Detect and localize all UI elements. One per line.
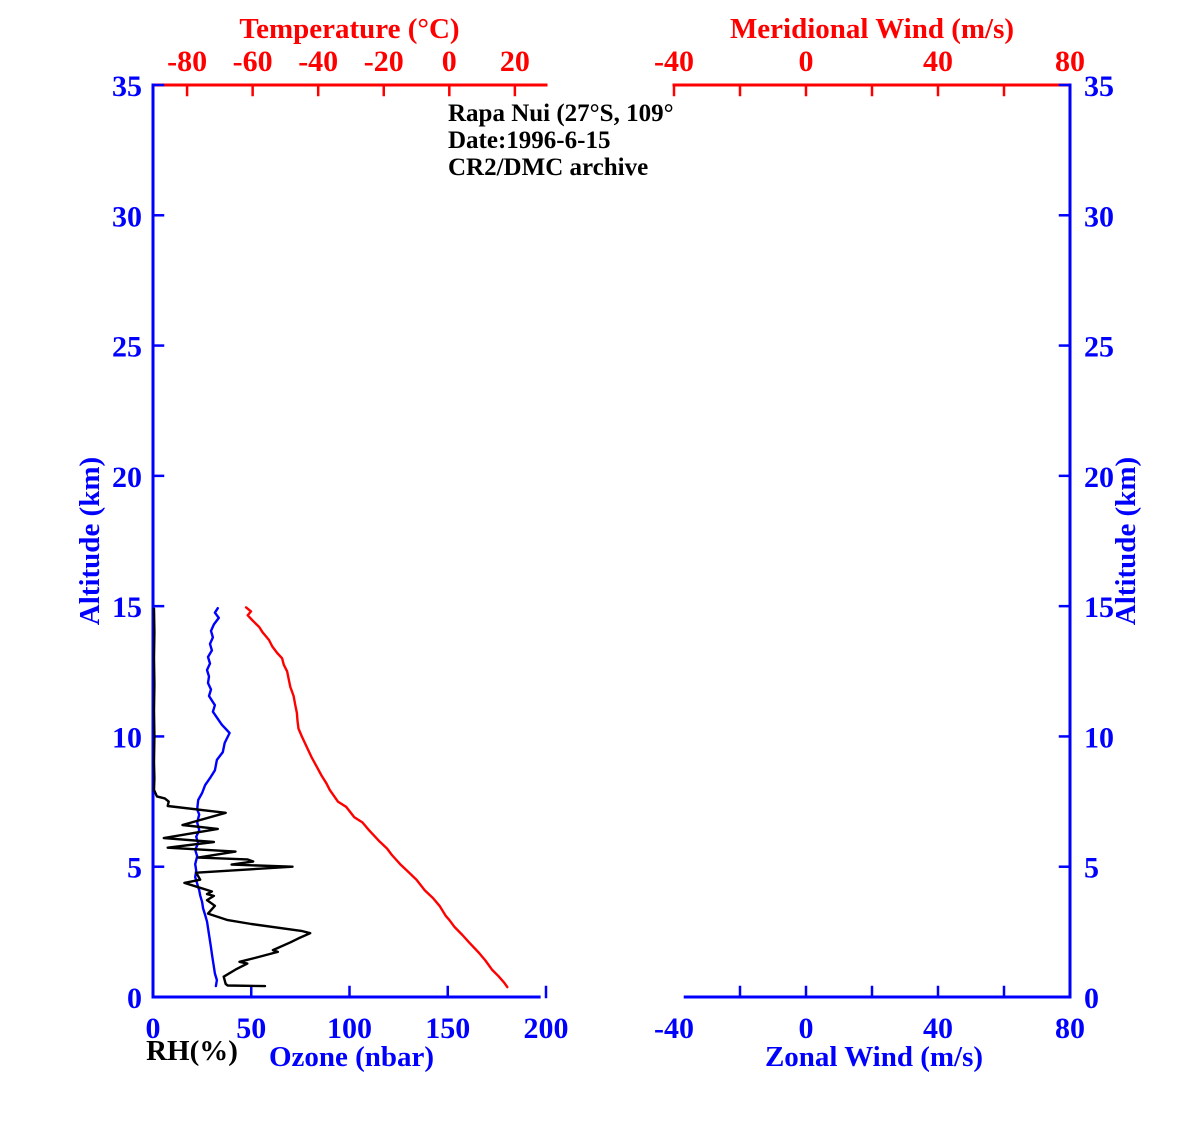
station-name: Rapa Nui (27°S, 109°	[448, 100, 674, 127]
tick-label: 150	[425, 1012, 470, 1045]
tick-label: -40	[654, 1012, 694, 1045]
left-altitude-axis-title: Altitude (km)	[74, 457, 106, 625]
left-top-axis-title: Temperature (°C)	[239, 13, 459, 45]
tick-label: 10	[112, 721, 142, 754]
tick-label: -80	[167, 45, 207, 78]
tick-label: 35	[112, 70, 142, 103]
tick-label: 15	[112, 591, 142, 624]
tick-label: 0	[1084, 982, 1099, 1015]
tick-label: -40	[654, 45, 694, 78]
tick-label: 5	[1084, 852, 1099, 885]
left-bottom-axis-title: Ozone (nbar)	[269, 1041, 434, 1073]
tick-label: 5	[127, 852, 142, 885]
tick-label: 20	[500, 45, 530, 78]
tick-label: 0	[442, 45, 457, 78]
tick-label: 40	[923, 1012, 953, 1045]
archive-source: CR2/DMC archive	[448, 154, 649, 181]
tick-label: -20	[364, 45, 404, 78]
tick-label: -40	[298, 45, 338, 78]
tick-label: 20	[112, 461, 142, 494]
tick-label: 30	[112, 200, 142, 233]
ozone-curve	[193, 607, 231, 988]
tick-label: 50	[236, 1012, 266, 1045]
tick-label: 100	[327, 1012, 372, 1045]
tick-label: 0	[799, 1012, 814, 1045]
tick-label: 200	[524, 1012, 569, 1045]
tick-label: 80	[1055, 45, 1085, 78]
tick-label: 35	[1084, 70, 1114, 103]
tick-label: 0	[146, 1012, 161, 1045]
relative-humidity-curve	[152, 607, 312, 988]
tick-label: 15	[1084, 591, 1114, 624]
temperature-curve	[244, 606, 509, 989]
tick-label: 80	[1055, 1012, 1085, 1045]
right-top-axis-title: Meridional Wind (m/s)	[730, 13, 1014, 45]
station-annotation: Rapa Nui (27°S, 109° Date:1996-6-15 CR2/…	[448, 100, 674, 181]
tick-label: 25	[112, 331, 142, 364]
right-altitude-axis-title: Altitude (km)	[1110, 457, 1142, 625]
right-bottom-axis-title: Zonal Wind (m/s)	[765, 1041, 983, 1073]
tick-label: 0	[127, 982, 142, 1015]
tick-label: 20	[1084, 461, 1114, 494]
tick-label: 25	[1084, 331, 1114, 364]
tick-label: -60	[233, 45, 273, 78]
sounding-date: Date:1996-6-15	[448, 127, 611, 154]
tick-label: 40	[923, 45, 953, 78]
tick-label: 30	[1084, 200, 1114, 233]
tick-label: 0	[799, 45, 814, 78]
rh-axis-title: RH(%)	[146, 1035, 238, 1067]
tick-label: 10	[1084, 721, 1114, 754]
